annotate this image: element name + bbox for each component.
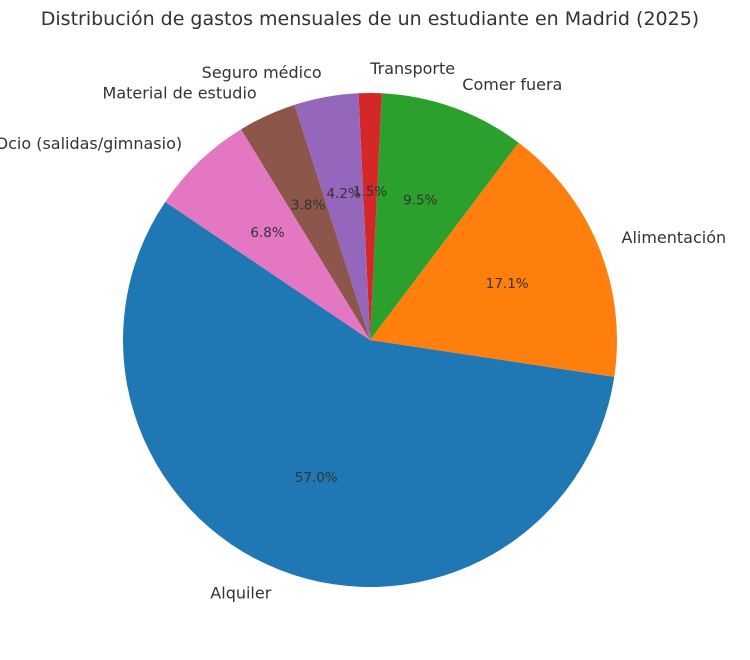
slice-label: Material de estudio <box>103 84 257 103</box>
slice-labels: Alquiler Alimentación Comer fuera Transport… <box>0 59 726 603</box>
pie-slice <box>240 104 370 340</box>
percent-labels: 57.0% 17.1% 9.5% 1.5%4.2%3.8% 6.8% <box>250 184 528 486</box>
pie-slice <box>165 129 370 340</box>
percent-label: 17.1% <box>486 276 529 292</box>
slice-label: Transporte <box>369 59 455 78</box>
slice-label: Alquiler <box>210 584 271 603</box>
percent-label: 3.8% <box>291 197 325 213</box>
pie-slice <box>370 93 519 340</box>
percent-label: 4.2% <box>327 186 361 202</box>
pie-slice <box>294 93 370 341</box>
slice-label: Seguro médico <box>202 63 322 82</box>
percent-label: 6.8% <box>250 225 284 241</box>
pie-slices <box>123 93 618 587</box>
chart-title: Distribución de gastos mensuales de un e… <box>41 8 699 30</box>
percent-label: 57.0% <box>295 470 338 486</box>
percent-label: 9.5% <box>403 193 437 209</box>
percent-label: 1.5% <box>353 184 387 200</box>
slice-label: Ocio (salidas/gimnasio) <box>0 134 182 153</box>
slice-label: Alimentación <box>622 228 727 247</box>
pie-slice <box>358 93 382 341</box>
slice-label: Comer fuera <box>462 75 562 94</box>
pie-slice <box>123 201 615 587</box>
pie-slice <box>370 142 618 377</box>
